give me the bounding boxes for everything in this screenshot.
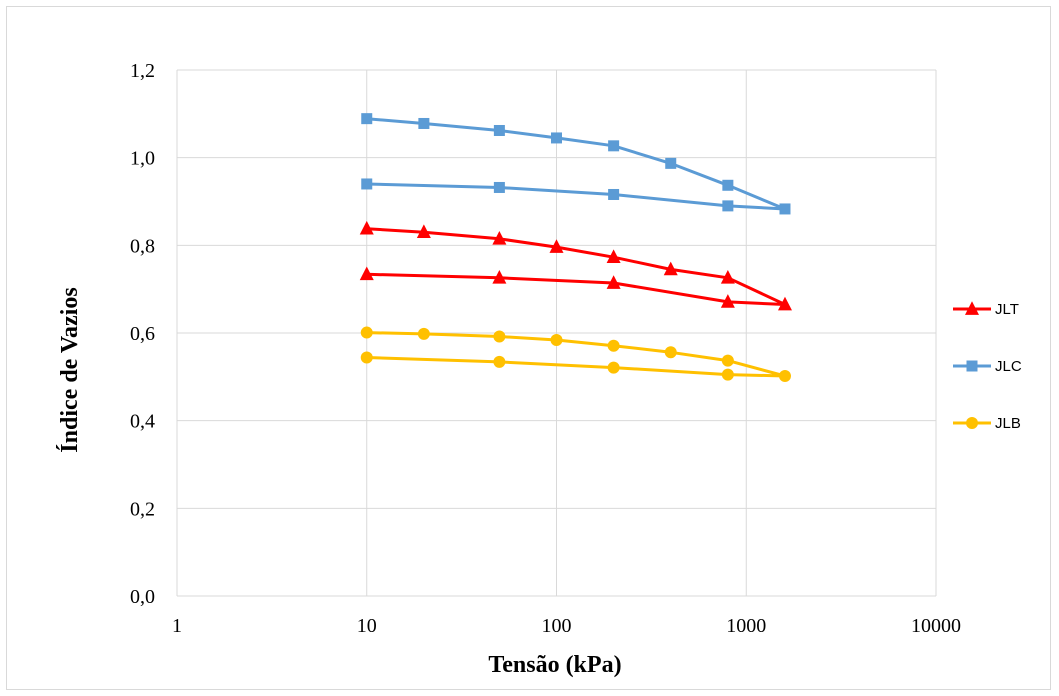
legend-item-jlc: JLC <box>953 358 1022 375</box>
series-marker <box>606 249 621 264</box>
series-marker <box>359 266 374 281</box>
series-marker <box>606 275 621 289</box>
y-tick-label: 0,6 <box>130 323 155 345</box>
series-marker <box>722 179 734 191</box>
y-tick-label: 0,0 <box>130 586 155 608</box>
legend-item-jlt: JLT <box>953 301 1019 318</box>
series-line <box>366 117 787 211</box>
series-marker <box>720 294 735 308</box>
series-marker <box>549 239 564 253</box>
series-marker <box>493 124 505 136</box>
series-marker <box>493 181 505 193</box>
series-marker <box>492 269 507 284</box>
series-line <box>366 227 787 306</box>
series-jlc <box>361 113 791 215</box>
y-tick-label: 0,8 <box>130 235 155 257</box>
series-marker <box>416 224 431 239</box>
series-marker <box>777 296 792 311</box>
y-tick-label: 0,2 <box>130 498 155 520</box>
series-marker <box>965 301 979 315</box>
series-marker <box>359 220 374 235</box>
series-marker <box>417 327 430 340</box>
legend-label: JLC <box>995 358 1022 375</box>
series-marker <box>492 230 507 245</box>
y-tick-labels: 0,0 0,2 0,4 0,6 0,8 1,0 1,2 <box>130 60 155 608</box>
legend: JLT JLC JLB <box>953 301 1022 432</box>
series-marker <box>360 351 373 364</box>
x-tick-label: 100 <box>542 615 572 637</box>
x-tick-label: 1 <box>172 615 182 637</box>
legend-item-jlb: JLB <box>953 415 1021 432</box>
series-jlt <box>359 220 792 311</box>
series-marker <box>608 188 620 200</box>
series-marker <box>721 354 734 367</box>
series-marker <box>721 368 734 381</box>
series-marker <box>779 203 791 215</box>
series-marker <box>551 132 562 144</box>
x-axis-title: Tensão (kPa) <box>488 652 621 678</box>
series-marker <box>966 360 978 372</box>
series-marker <box>663 261 678 276</box>
y-axis-title: Índice de Vazios <box>57 287 83 452</box>
y-tick-label: 0,4 <box>130 411 155 433</box>
y-tick-label: 1,0 <box>130 148 155 170</box>
legend-label: JLT <box>995 301 1019 318</box>
series-marker <box>550 334 563 347</box>
legend-label: JLB <box>995 415 1021 432</box>
series-jlb <box>360 326 791 382</box>
series-marker <box>493 355 506 368</box>
x-tick-label: 1000 <box>726 615 766 637</box>
series-marker <box>608 140 620 152</box>
series-line <box>366 331 787 378</box>
series-marker <box>720 269 735 284</box>
x-tick-labels: 1 10 100 1000 10000 <box>172 615 961 637</box>
series-marker <box>361 113 373 125</box>
series-marker <box>722 200 734 212</box>
series-marker <box>361 178 373 190</box>
series-marker <box>360 326 373 339</box>
series-marker <box>966 417 978 429</box>
series-marker <box>418 117 430 129</box>
series-marker <box>607 339 620 352</box>
chart-frame <box>6 6 1051 690</box>
series-marker <box>664 346 677 359</box>
series-marker <box>493 330 506 343</box>
series-layer <box>359 113 792 382</box>
series-marker <box>607 361 620 374</box>
grid-layer <box>176 69 937 597</box>
x-tick-label: 10000 <box>911 615 961 637</box>
x-tick-label: 10 <box>357 615 377 637</box>
series-marker <box>665 157 677 169</box>
y-tick-label: 1,2 <box>130 60 155 82</box>
series-marker <box>778 369 791 382</box>
